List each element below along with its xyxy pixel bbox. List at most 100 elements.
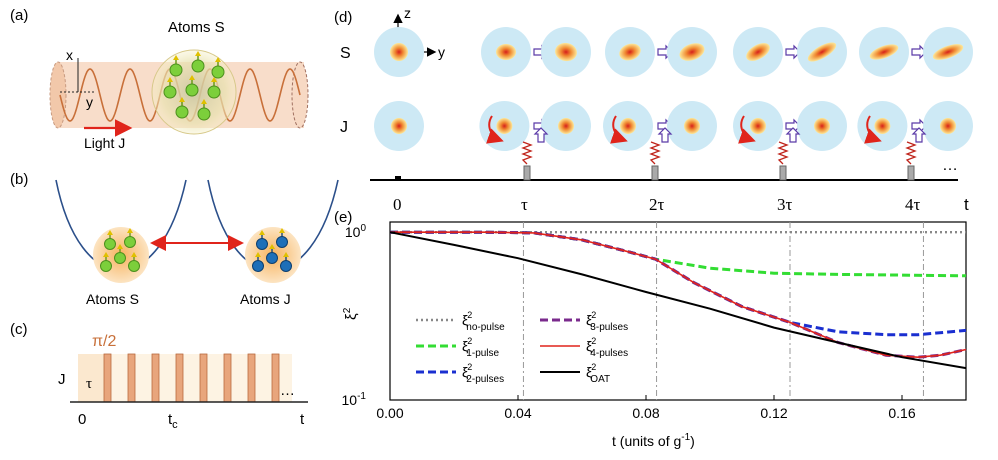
atom-j-well [266,244,278,264]
tick-label-d-4: 4τ [905,195,921,214]
atom-s [169,55,183,77]
atom-s-well [124,228,136,248]
pulse-bar [175,353,184,403]
pulse-squiggle-2 [649,141,661,165]
j-state-before-1 [479,101,530,151]
series-1-pulse [390,230,967,278]
atom-s [185,75,199,97]
x-tick-label: 0.00 [376,405,403,421]
beam-left-end [49,61,67,129]
j-state-after-3 [797,101,847,151]
panel-c: (c) π/2 J τ 0 tc t … [10,321,308,431]
x-tick-label: 0.08 [632,405,659,421]
light-label: Light J [84,135,125,151]
pulse-bar [127,353,136,403]
pulse-squiggle-3 [777,141,789,165]
s-state-after-2 [667,27,717,77]
panel-label-b: (b) [10,171,28,188]
pulse-bar [271,353,280,403]
time-ticks: 0 τ 2τ 3τ 4τ [393,141,921,214]
atoms-b-group [100,228,292,272]
plot-legend: ξ2 no-pulse ξ2 1-pulse ξ2 2-pulses ξ2 3-pulses ξ… [416,310,628,385]
s-state-before-4 [859,27,909,77]
pulse-bar [247,353,256,403]
panel-label-d: (d) [334,9,352,26]
s-state-after-3 [797,27,847,77]
pulse-bar [103,353,112,403]
legend-label-1-pulse: ξ2 1-pulse [462,336,500,359]
label-atoms-j: Atoms J [240,291,291,307]
legend-label-3-pulses: ξ2 3-pulses [586,310,628,333]
label-atoms-s: Atoms S [86,291,139,307]
series-2-pulses [390,230,967,337]
j-evolve-arrow-3 [785,118,801,134]
rotation-arrow-1 [486,115,504,144]
y-axis-title: ξ2 [342,307,360,320]
s-state-0 [374,27,424,77]
j-evolve-arrow-4 [911,118,927,134]
rotation-arrow-3 [738,115,756,144]
panel-b: (b) Atoms S Atoms J [10,171,339,307]
s-state-before-1 [481,27,531,77]
ellipsis-c: … [280,382,295,399]
x-axis-title: t (units of g-1) [612,432,695,449]
j-state-after-4 [923,101,973,151]
atom-s [197,99,211,121]
panel-e: (e) 0.00 0.04 0.08 0.12 0.16 100 10-1 ξ2 no-pul… [334,209,967,449]
pulse-marker-3 [779,165,787,181]
origin-marker [395,176,401,180]
atom-j-well [276,228,288,248]
panel-a: (a) Atoms S x y Light J [10,7,309,151]
panel-d: (d) S J z y 0 τ 2τ 3τ 4τ … t [334,5,973,214]
tick-label-d-0: 0 [393,195,402,214]
t-label-d: t [964,195,969,214]
tau-shade [78,354,106,402]
pulse-bar [199,353,208,403]
panel-label-c: (c) [10,321,28,338]
row-label-s: S [340,45,351,62]
row-label-j: J [58,371,66,388]
atom-s-well [100,252,112,272]
tick-label-d-1: τ [521,195,528,214]
rotation-arrow-4 [864,115,882,144]
tick-label-d-2: 2τ [649,195,665,214]
pulse-bar [151,353,160,403]
t-label-c: t [300,411,305,428]
atom-j-well [252,252,264,272]
s-state-after-4 [923,27,973,77]
pulse-squiggle-1 [521,141,533,165]
plot-axes-ticks: 0.00 0.04 0.08 0.12 0.16 100 10-1 [342,223,916,421]
rotation-arrow-2 [610,115,628,144]
j-state-after-1 [541,101,591,151]
pulse-marker-1 [523,165,531,181]
pulse-bar [223,353,232,403]
s-state-before-2 [605,27,655,77]
axis-y-label: y [86,94,93,110]
axis-x-label: x [66,47,73,63]
panel-label-a: (a) [10,7,28,24]
atom-j-well [256,230,268,250]
y-tick-label: 10-1 [342,391,367,408]
pulse-marker-4 [907,165,915,181]
series-3-pulses [390,230,967,359]
plot-series [389,230,967,370]
x-tick-label: 0.04 [504,405,531,421]
pulse-squiggle-4 [905,141,917,165]
legend-label-2-pulses: ξ2 2-pulses [462,362,504,385]
tau-label: τ [86,376,92,392]
pulse-marker-2 [651,165,659,181]
pulse-up-arrow-4 [911,127,927,143]
state-distributions [374,27,973,151]
origin-label-c: 0 [78,411,86,428]
j-state-after-2 [667,101,717,151]
tc-label: tc [168,411,178,431]
atom-s [191,51,205,73]
s-evolve-arrow-3 [785,44,801,60]
legend-label-no-pulse: ξ2 no-pulse [462,310,505,333]
pulse-label: π/2 [92,333,116,350]
j-state-before-4 [857,101,908,151]
pulse-shade [106,354,292,402]
atom-s [175,97,189,119]
ellipsis-d: … [942,157,958,174]
s-state-before-3 [733,27,783,77]
